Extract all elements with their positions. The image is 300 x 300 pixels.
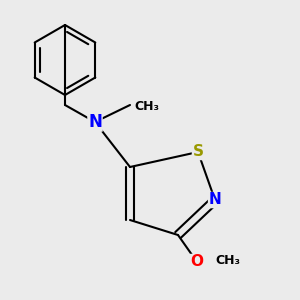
Text: N: N bbox=[88, 113, 102, 131]
Text: S: S bbox=[193, 145, 203, 160]
Text: N: N bbox=[208, 193, 221, 208]
Text: O: O bbox=[190, 254, 203, 269]
Text: CH₃: CH₃ bbox=[215, 254, 240, 266]
Text: CH₃: CH₃ bbox=[134, 100, 159, 113]
